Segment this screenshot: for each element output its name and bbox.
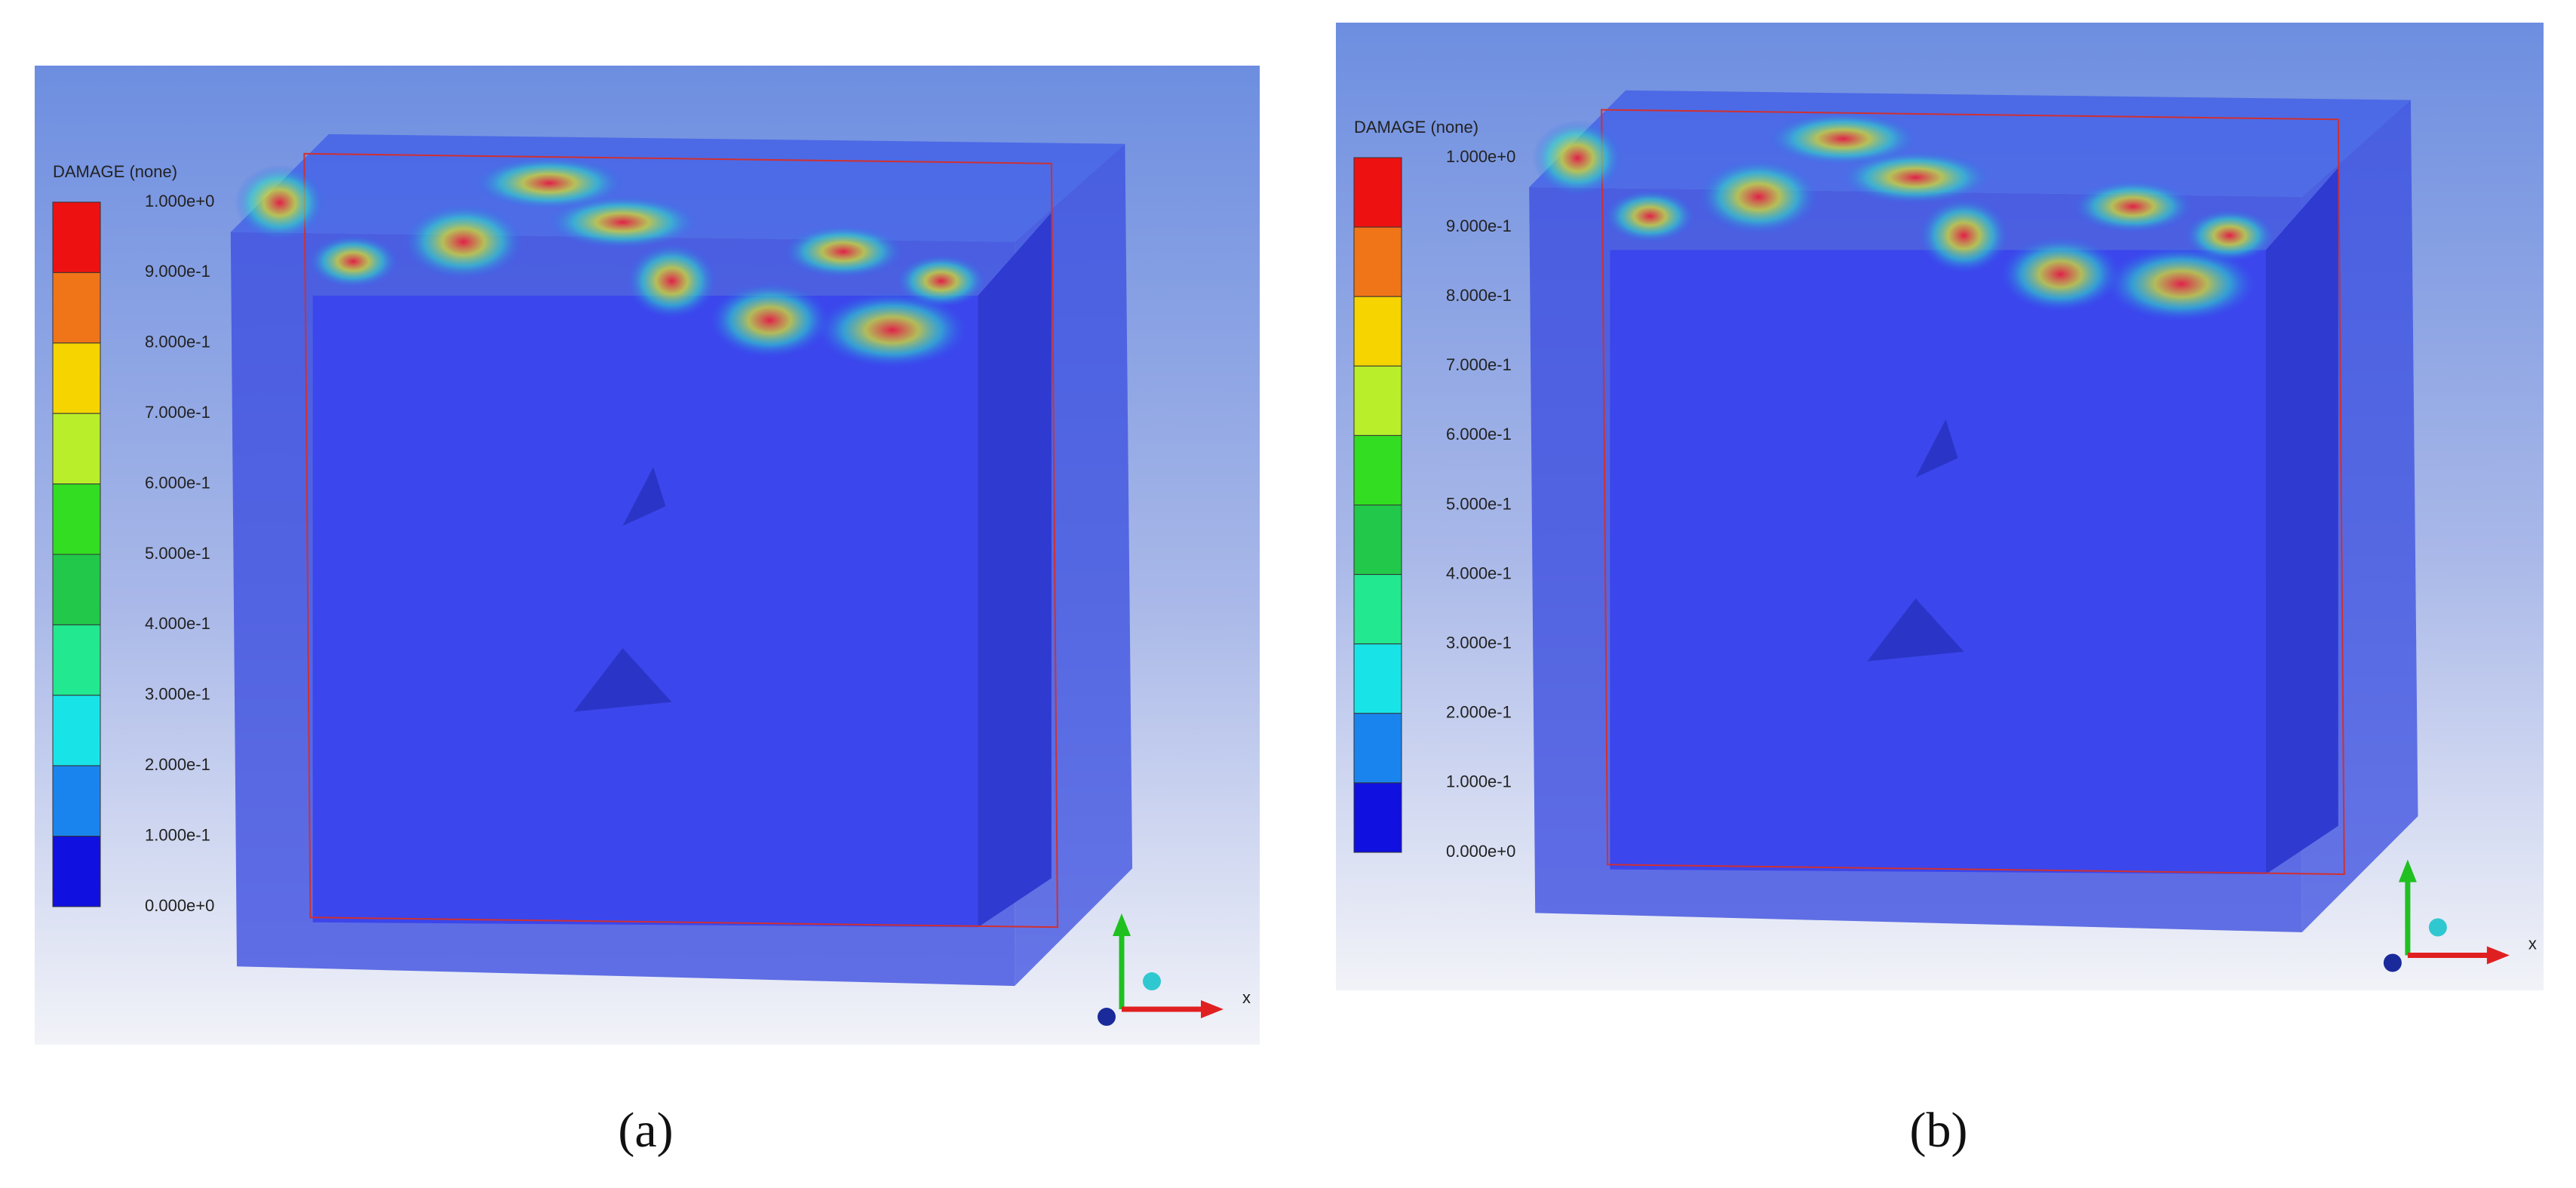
element-shard (573, 648, 672, 712)
damage-hotspot (2000, 236, 2121, 312)
legend-label: 1.000e-1 (145, 825, 210, 844)
legend-label: 5.000e-1 (1446, 494, 1512, 513)
legend-swatch (52, 483, 101, 555)
legend-swatch (1353, 157, 1402, 228)
legend-swatch (52, 554, 101, 625)
element-shard (1867, 598, 1964, 662)
damage-hotspot (1840, 151, 1991, 204)
legend-label: 3.000e-1 (145, 685, 210, 704)
inner-face (1610, 250, 2266, 874)
reference-frame (1601, 109, 2345, 876)
damage-hotspot (2184, 209, 2275, 262)
legend-label: 2.000e-1 (1446, 703, 1512, 722)
damage-hotspot (2105, 246, 2257, 322)
legend-label: 9.000e-1 (1446, 216, 1512, 235)
legend-swatch (1353, 434, 1402, 506)
inner-side (978, 212, 1052, 928)
legend-swatch (52, 342, 101, 414)
damage-hotspot (1604, 189, 1696, 243)
legend-label: 9.000e-1 (145, 262, 210, 281)
axis-z (1098, 1008, 1116, 1027)
damage-hotspot (547, 195, 698, 249)
legend-swatch (52, 695, 101, 766)
legend-swatch (52, 624, 101, 696)
legend-title: DAMAGE (none) (1354, 118, 1478, 137)
legend-swatch (52, 272, 101, 344)
legend-swatch (1353, 365, 1402, 436)
damage-hotspot (1532, 120, 1623, 196)
damage-hotspot (1767, 112, 1919, 165)
legend-label: 3.000e-1 (1446, 634, 1512, 652)
panel-caption: (b) (1910, 1103, 1968, 1158)
legend-label: 1.000e+0 (145, 192, 214, 210)
damage-hotspot (895, 254, 987, 308)
panel-caption: (a) (618, 1103, 673, 1158)
legend-swatch (1353, 296, 1402, 367)
legend-swatch (1353, 782, 1402, 853)
legend-swatch (1353, 226, 1402, 297)
legend-label: 4.000e-1 (1446, 563, 1512, 582)
axis-y-head (2398, 859, 2417, 883)
legend-label: 1.000e-1 (1446, 772, 1512, 791)
legend-swatch (52, 765, 101, 837)
damage-hotspot (403, 204, 524, 280)
damage-hotspot (474, 156, 625, 210)
legend-label: 7.000e-1 (145, 403, 210, 422)
viewport-panel: DAMAGE (none) 1.000e+0 9.000e-1 8.000e-1 7.0… (35, 66, 1260, 1045)
legend-swatch (1353, 505, 1402, 576)
reference-frame (303, 152, 1059, 929)
damage-hotspot (308, 235, 399, 288)
damage-hotspot (234, 164, 325, 241)
legend-swatch (1353, 643, 1402, 714)
viewport-panel: DAMAGE (none) 1.000e+0 9.000e-1 8.000e-1 7.0… (1336, 23, 2544, 990)
inner-side (2265, 167, 2338, 874)
legend-swatch (52, 413, 101, 485)
legend-title: DAMAGE (none) (53, 162, 177, 181)
damage-hotspot (2072, 180, 2194, 233)
damage-hotspot (782, 225, 904, 278)
damage-hotspot (816, 292, 968, 368)
legend-label: 0.000e+0 (1446, 842, 1515, 861)
legend-label: 4.000e-1 (145, 614, 210, 633)
legend-label: 7.000e-1 (1446, 355, 1512, 374)
damage-hotspot (1918, 198, 2010, 274)
legend-label: 2.000e-1 (145, 755, 210, 774)
axis-x-head (1201, 1000, 1224, 1019)
inner-face (312, 296, 978, 928)
axis-z (2383, 953, 2402, 972)
axis-marker (2428, 918, 2447, 937)
legend-label: 6.000e-1 (1446, 425, 1512, 444)
legend-swatch (52, 836, 101, 907)
damage-hotspot (709, 282, 831, 358)
legend-swatch (1353, 713, 1402, 784)
axis-y-head (1113, 913, 1131, 937)
axis-marker (1143, 972, 1161, 991)
legend-label: 6.000e-1 (145, 473, 210, 492)
element-shard (622, 467, 666, 526)
axis-label: x (2528, 934, 2537, 953)
axis-x-head (2486, 946, 2510, 965)
axis-label: x (1242, 988, 1251, 1007)
legend-label: 8.000e-1 (1446, 286, 1512, 305)
legend-swatch (52, 201, 101, 273)
legend-label: 1.000e+0 (1446, 147, 1515, 166)
damage-hotspot (1698, 158, 1819, 235)
damage-hotspot (626, 243, 717, 319)
legend-label: 8.000e-1 (145, 333, 210, 351)
legend-label: 5.000e-1 (145, 544, 210, 563)
element-shard (1915, 419, 1958, 477)
legend-swatch (1353, 574, 1402, 645)
legend-label: 0.000e+0 (145, 896, 214, 915)
